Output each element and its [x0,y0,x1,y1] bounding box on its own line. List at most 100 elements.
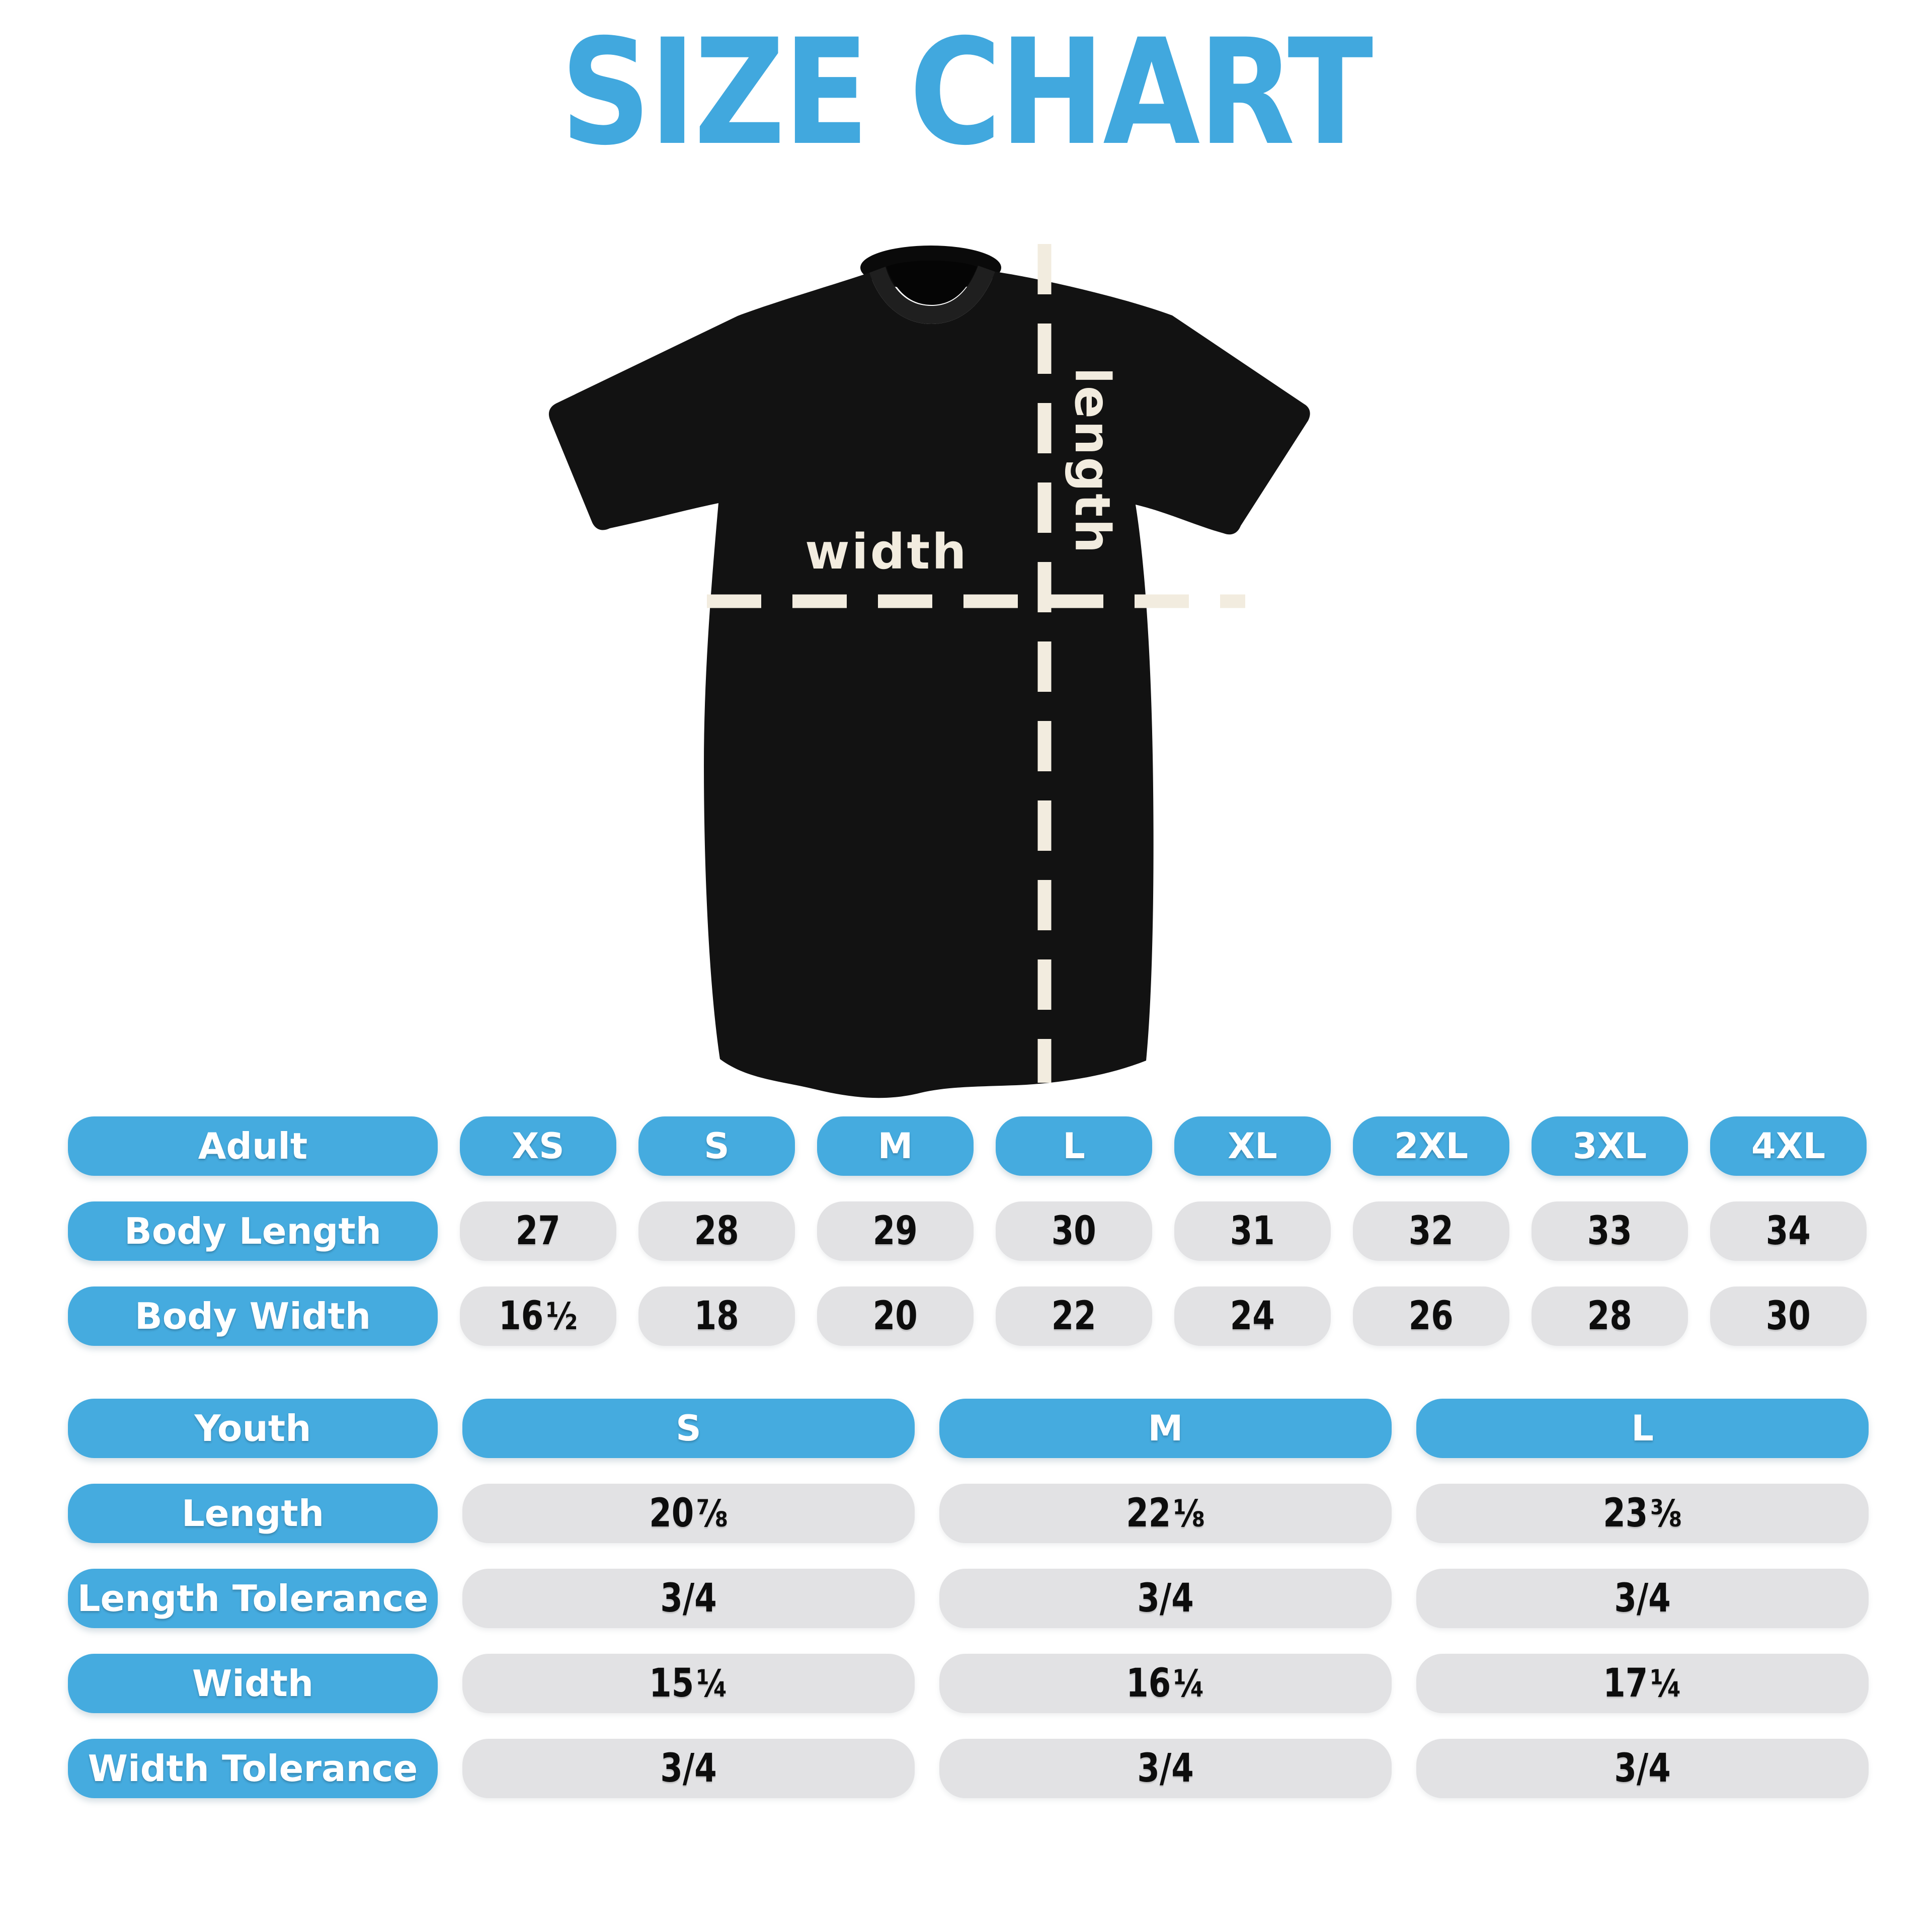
value-cell: 16½ [460,1286,616,1346]
value-cell: 23⅜ [1416,1484,1869,1543]
tshirt-neck-opening [887,261,977,305]
tshirt-collar-band [869,266,995,324]
value-text: 22 [1051,1294,1096,1339]
row-label-width-tolerance: Width Tolerance [68,1739,438,1798]
adult-size-header-2xl: 2XL [1353,1116,1509,1176]
value-text: 16½ [499,1294,578,1339]
value-text: 34 [1765,1209,1811,1254]
value-text: 3/4 [1137,1746,1194,1791]
value-text: 16¼ [1126,1661,1205,1706]
value-cell: 18 [638,1286,795,1346]
value-cell: 17¼ [1416,1654,1869,1713]
value-cell: 3/4 [462,1739,915,1798]
value-cell: 29 [817,1201,974,1261]
value-text: 24 [1230,1294,1275,1339]
value-cell: 30 [1710,1286,1867,1346]
value-main: 23 [1603,1491,1648,1536]
value-text: 20 [872,1294,918,1339]
value-text: 30 [1051,1209,1096,1254]
adult-size-header-m: M [817,1116,974,1176]
length-label: length [1064,367,1120,555]
value-cell: 20⅞ [462,1484,915,1543]
row-label-length: Length [68,1484,438,1543]
value-text: 3/4 [1137,1576,1194,1621]
value-main: 20 [649,1491,694,1536]
value-cell: 24 [1174,1286,1331,1346]
value-fraction: ¼ [1650,1662,1682,1706]
value-text: 31 [1230,1209,1275,1254]
adult-size-header-s: S [638,1116,795,1176]
tshirt-diagram-svg: width length [548,244,1310,1098]
adult-header-label: Adult [68,1116,438,1176]
value-text: 22⅛ [1126,1491,1205,1536]
value-text: 33 [1587,1209,1632,1254]
value-text: 3/4 [1614,1746,1671,1791]
page-title: SIZE CHART [560,8,1373,178]
value-cell: 20 [817,1286,974,1346]
row-label-length-tolerance: Length Tolerance [68,1569,438,1628]
adult-size-header-4xl: 4XL [1710,1116,1867,1176]
value-main: 22 [1126,1491,1171,1536]
youth-size-header-l: L [1416,1399,1869,1458]
adult-size-header-xl: XL [1174,1116,1331,1176]
value-text: 29 [872,1209,918,1254]
value-cell: 3/4 [1416,1569,1869,1628]
value-fraction: ⅞ [696,1492,728,1536]
value-text: 3/4 [660,1576,717,1621]
value-cell: 3/4 [1416,1739,1869,1798]
tshirt-diagram: width length [453,201,1509,1107]
value-cell: 22 [996,1286,1152,1346]
value-cell: 3/4 [939,1569,1392,1628]
value-text: 32 [1408,1209,1454,1254]
value-cell: 34 [1710,1201,1867,1261]
value-cell: 3/4 [939,1739,1392,1798]
adult-size-table: Adult XS S M L XL 2XL 3XL 4XL Body Lengt… [68,1116,1867,1346]
value-cell: 15¼ [462,1654,915,1713]
value-cell: 33 [1532,1201,1688,1261]
row-label-body-width: Body Width [68,1286,438,1346]
youth-size-header-m: M [939,1399,1392,1458]
value-fraction: ¼ [696,1662,728,1706]
tshirt-body [548,272,1310,1098]
adult-size-header-l: L [996,1116,1152,1176]
value-cell: 31 [1174,1201,1331,1261]
youth-size-table: Youth S M L Length 20⅞ 22⅛ 23⅜ Length To… [68,1399,1869,1798]
value-fraction: ⅜ [1650,1492,1682,1536]
value-text: 3/4 [1614,1576,1671,1621]
row-label-body-length: Body Length [68,1201,438,1261]
value-cell: 28 [638,1201,795,1261]
value-main: 17 [1603,1661,1648,1706]
row-label-width: Width [68,1654,438,1713]
value-main: 16 [1126,1661,1171,1706]
value-fraction: ¼ [1173,1662,1205,1706]
value-text: 18 [694,1294,739,1339]
value-fraction: ½ [545,1295,578,1338]
value-text: 28 [1587,1294,1632,1339]
value-text: 30 [1765,1294,1811,1339]
value-cell: 30 [996,1201,1152,1261]
youth-header-label: Youth [68,1399,438,1458]
value-text: 27 [515,1209,560,1254]
value-cell: 16¼ [939,1654,1392,1713]
value-cell: 26 [1353,1286,1509,1346]
value-cell: 3/4 [462,1569,915,1628]
value-text: 15¼ [649,1661,728,1706]
adult-size-header-3xl: 3XL [1532,1116,1688,1176]
value-cell: 22⅛ [939,1484,1392,1543]
value-text: 26 [1408,1294,1454,1339]
youth-size-header-s: S [462,1399,915,1458]
value-main: 16 [499,1294,544,1339]
value-cell: 28 [1532,1286,1688,1346]
value-cell: 32 [1353,1201,1509,1261]
value-text: 3/4 [660,1746,717,1791]
width-label: width [805,524,969,580]
value-text: 28 [694,1209,739,1254]
value-text: 17¼ [1603,1661,1682,1706]
value-text: 20⅞ [649,1491,728,1536]
value-text: 23⅜ [1603,1491,1682,1536]
value-cell: 27 [460,1201,616,1261]
adult-size-header-xs: XS [460,1116,616,1176]
value-main: 15 [649,1661,694,1706]
value-fraction: ⅛ [1173,1492,1205,1536]
